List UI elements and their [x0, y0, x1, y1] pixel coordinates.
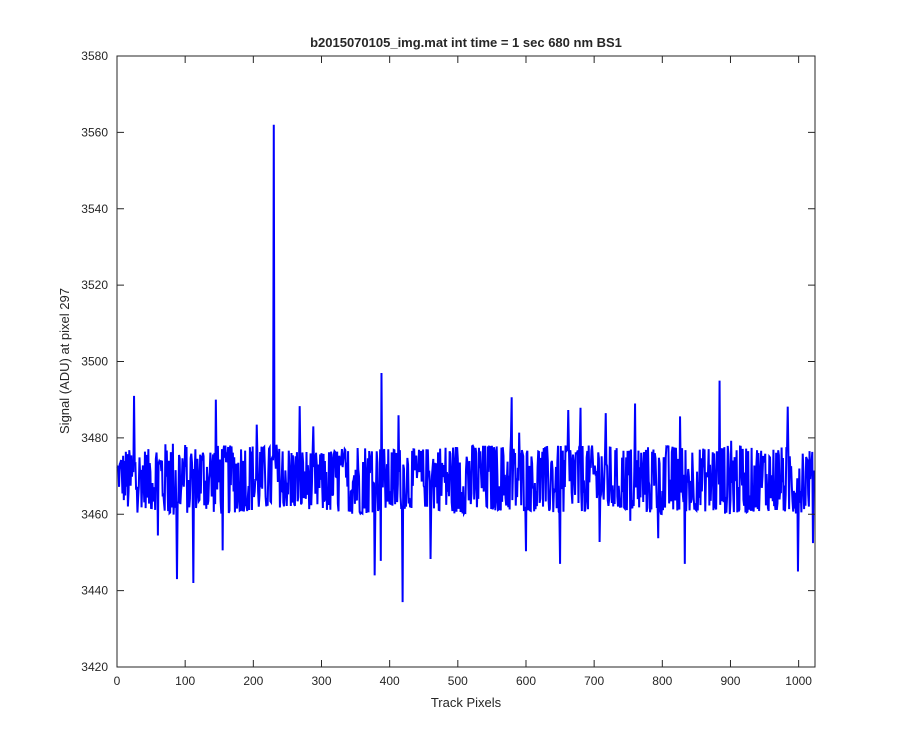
x-tick-label: 200	[243, 674, 263, 688]
x-tick-label: 900	[720, 674, 740, 688]
x-tick-label: 1000	[785, 674, 812, 688]
y-tick-label: 3480	[81, 431, 108, 445]
x-tick-label: 700	[584, 674, 604, 688]
x-tick-label: 400	[380, 674, 400, 688]
x-axis-label: Track Pixels	[431, 695, 502, 710]
series-line	[116, 124, 816, 603]
data-layer	[116, 124, 816, 603]
x-tick-label: 500	[448, 674, 468, 688]
x-tick-label: 300	[311, 674, 331, 688]
y-tick-label: 3560	[81, 125, 108, 139]
y-axis-label: Signal (ADU) at pixel 297	[57, 288, 72, 434]
chart-title: b2015070105_img.mat int time = 1 sec 680…	[310, 35, 622, 50]
y-tick-label: 3420	[81, 660, 108, 674]
y-tick-label: 3580	[81, 49, 108, 63]
y-tick-label: 3500	[81, 355, 108, 369]
x-tick-label: 600	[516, 674, 536, 688]
x-tick-label: 800	[652, 674, 672, 688]
x-tick-label: 100	[175, 674, 195, 688]
axes-box	[116, 55, 816, 668]
y-tick-label: 3460	[81, 507, 108, 521]
x-tick-label: 0	[114, 674, 121, 688]
plot-area	[117, 56, 815, 667]
y-tick-label: 3440	[81, 584, 108, 598]
y-tick-label: 3540	[81, 202, 108, 216]
y-tick-label: 3520	[81, 278, 108, 292]
ticks-layer: 0 100 200 300 400 500 600 700 800 900 1000 3420 3440…	[81, 49, 815, 688]
